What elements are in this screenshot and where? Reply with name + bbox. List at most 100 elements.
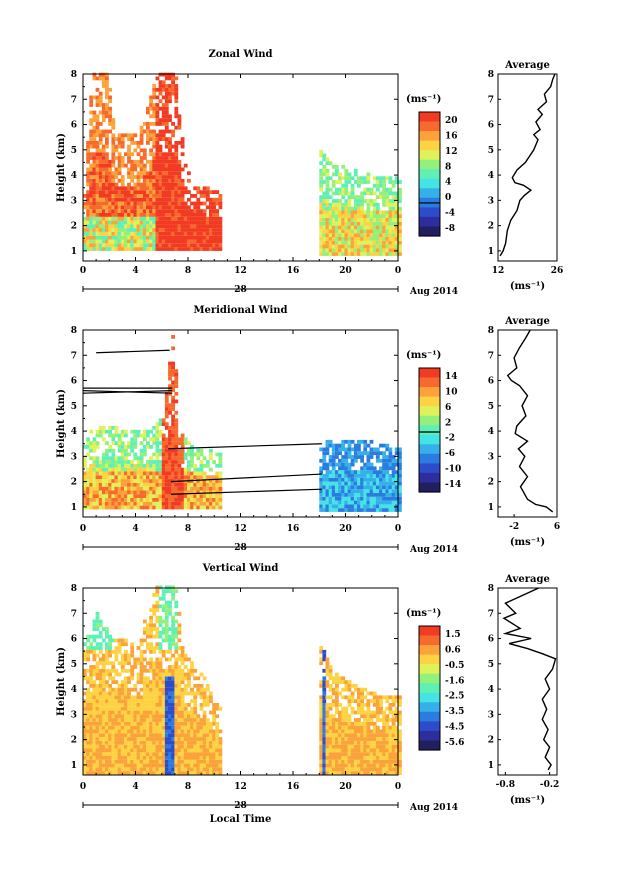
- heatmap-cell: [133, 665, 137, 669]
- heatmap-cell: [348, 703, 352, 707]
- heatmap-cell: [149, 631, 153, 635]
- heatmap-cell: [99, 635, 103, 639]
- heatmap-cell: [127, 145, 131, 149]
- heatmap-cell: [187, 468, 191, 472]
- heatmap-cell: [105, 84, 109, 88]
- heatmap-cell: [385, 195, 389, 199]
- heatmap-cell: [398, 252, 402, 256]
- heatmap-cell: [367, 459, 371, 463]
- heatmap-cell: [184, 688, 188, 692]
- heatmap-cell: [178, 114, 182, 118]
- heatmap-cell: [86, 149, 90, 153]
- heatmap-cell: [159, 586, 163, 590]
- heatmap-cell: [124, 639, 128, 643]
- heatmap-cell: [111, 665, 115, 669]
- heatmap-cell: [193, 695, 197, 699]
- colorbar-swatch: [419, 141, 440, 151]
- heatmap-cell: [332, 466, 336, 470]
- heatmap-cell: [326, 448, 330, 452]
- heatmap-cell: [178, 160, 182, 164]
- heatmap-cell: [143, 620, 147, 624]
- heatmap-cell: [344, 169, 348, 173]
- heatmap-cell: [219, 502, 223, 506]
- heatmap-cell: [156, 627, 160, 631]
- heatmap-segment: [319, 150, 402, 256]
- heatmap-cell: [99, 631, 103, 635]
- heatmap-cell: [159, 99, 163, 103]
- average-y-tick-label: 2: [488, 222, 494, 232]
- heatmap-cell: [99, 623, 103, 627]
- colorbar-swatch: [419, 483, 440, 493]
- heatmap-cell: [174, 418, 178, 422]
- colorbar-swatch: [419, 435, 440, 445]
- heatmap-cell: [99, 646, 103, 650]
- heatmap-cell: [162, 654, 166, 658]
- heatmap-cell: [105, 680, 109, 684]
- heatmap-cell: [137, 152, 141, 156]
- heatmap-cell: [209, 692, 213, 696]
- colorbar-swatch: [419, 473, 440, 483]
- y-tick-label: 5: [71, 146, 77, 156]
- heatmap-cell: [152, 130, 156, 134]
- heatmap-cell: [115, 175, 119, 179]
- heatmap-cell: [102, 688, 106, 692]
- heatmap-cell: [215, 726, 219, 730]
- heatmap-cell: [219, 456, 223, 460]
- heatmap-cell: [86, 639, 90, 643]
- heatmap-cell: [326, 157, 330, 161]
- colorbar-swatch: [419, 150, 440, 160]
- heatmap-cell: [124, 434, 128, 438]
- heatmap-cell: [326, 173, 330, 177]
- heatmap-cell: [118, 171, 122, 175]
- heatmap-cell: [96, 126, 100, 130]
- average-x-tick-label: -2: [509, 522, 519, 532]
- heatmap-cell: [111, 160, 115, 164]
- heatmap-cell: [111, 676, 115, 680]
- heatmap-cell: [105, 141, 109, 145]
- heatmap-cell: [398, 199, 402, 203]
- heatmap-cell: [178, 175, 182, 179]
- heatmap-cell: [341, 676, 345, 680]
- heatmap-cell: [130, 179, 134, 183]
- heatmap-cell: [168, 137, 172, 141]
- heatmap-cell: [326, 199, 330, 203]
- heatmap-cell: [102, 426, 106, 430]
- heatmap-cell: [102, 639, 106, 643]
- heatmap-cell: [181, 661, 185, 665]
- heatmap-cell: [127, 680, 131, 684]
- heatmap-cell: [159, 145, 163, 149]
- panel-title: Zonal Wind: [208, 49, 272, 60]
- heatmap-cell: [219, 464, 223, 468]
- heatmap-cell: [398, 248, 402, 252]
- average-x-tick-label: 12: [492, 266, 505, 276]
- heatmap-cell: [322, 154, 326, 158]
- colorbar-tick-label: 2: [445, 418, 451, 428]
- heatmap-cell: [168, 96, 172, 100]
- heatmap-cell: [146, 441, 150, 445]
- heatmap-cell: [322, 455, 326, 459]
- x-tick-label: 8: [185, 524, 191, 534]
- heatmap-cell: [165, 103, 169, 107]
- heatmap-cell: [115, 183, 119, 187]
- heatmap-cell: [115, 658, 119, 662]
- heatmap-cell: [178, 612, 182, 616]
- y-tick-label: 4: [71, 171, 77, 181]
- average-y-tick-label: 8: [488, 70, 494, 80]
- heatmap-cell: [187, 179, 191, 183]
- heatmap-cell: [219, 767, 223, 771]
- heatmap-cell: [196, 198, 200, 202]
- heatmap-cell: [140, 441, 144, 445]
- heatmap-cell: [93, 650, 97, 654]
- heatmap-cell: [102, 676, 106, 680]
- y-tick-label: 3: [71, 196, 77, 206]
- heatmap-cell: [181, 449, 185, 453]
- colorbar-swatch: [419, 227, 440, 237]
- heatmap-cell: [143, 639, 147, 643]
- average-frame: [498, 330, 557, 517]
- heatmap-cell: [89, 99, 93, 103]
- heatmap-cell: [105, 627, 109, 631]
- heatmap-cell: [398, 466, 402, 470]
- heatmap-cell: [124, 456, 128, 460]
- heatmap-cell: [111, 152, 115, 156]
